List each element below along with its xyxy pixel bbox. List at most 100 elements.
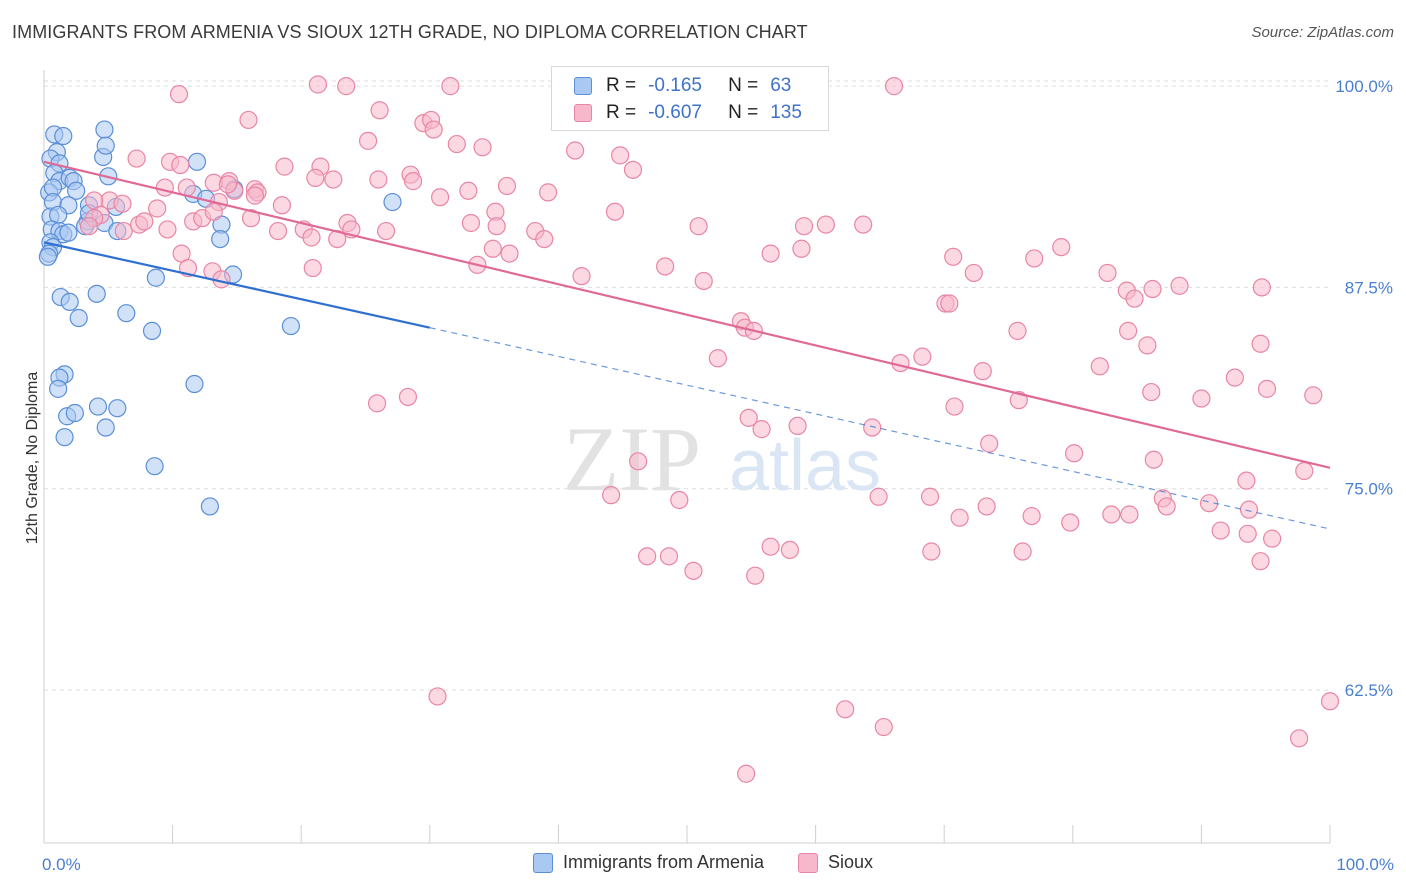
sioux-point [148,199,167,218]
sioux-point [1061,513,1080,532]
sioux-point [1064,444,1084,463]
y-tick-label: 75.0% [1345,480,1393,499]
sioux-point [638,547,657,566]
sioux-point [922,542,941,561]
armenia-point [69,308,88,328]
sioux-point [1211,521,1230,540]
sioux-point [1009,391,1028,410]
sioux-point [369,170,388,189]
sioux-point [836,700,855,719]
armenia-point [87,284,106,303]
sioux-point [869,487,888,506]
sioux-point [945,397,964,416]
sioux-point [1090,357,1109,376]
legend-n-label: N = [728,102,759,123]
armenia-point [117,304,136,323]
series-legend-swatch-armenia [532,852,553,873]
sioux-point [535,229,554,249]
sioux-point [1144,450,1163,469]
armenia-point [49,379,68,398]
legend-row-armenia: R = -0.165 N = 63 [574,73,791,99]
sioux-point [1125,289,1144,308]
sioux-point [398,387,418,407]
sioux-point [1013,542,1032,561]
sioux-point [761,244,780,263]
sioux-point [964,263,983,283]
y-tick-label: 100.0% [1335,77,1393,96]
sioux-point [204,202,223,221]
sioux-point [602,486,621,505]
sioux-point [689,217,708,236]
sioux-point [1120,505,1139,524]
series-legend-armenia: Immigrants from Armenia [532,852,764,873]
sioux-point [1237,471,1256,490]
source-label: Source: ZipAtlas.com [1251,24,1394,41]
sioux-point [684,561,703,580]
sioux-point [1098,263,1117,283]
sioux-point [1200,494,1219,513]
armenia-point [60,292,79,311]
sioux-point [430,188,450,207]
sioux-point [1102,505,1121,524]
armenia-point [67,181,86,200]
sioux-point [241,209,261,228]
sioux-point [473,138,492,157]
sioux-point [913,347,932,366]
sioux-point [863,418,882,437]
sioux-point [459,181,478,200]
sioux-point [1295,461,1314,481]
sioux-point [1320,692,1340,711]
sioux-point [428,687,447,706]
sioux-point [487,217,506,236]
legend-n-value: 63 [770,75,792,96]
armenia-point [65,403,84,423]
sioux-point [1239,500,1259,519]
armenia-point [108,399,127,418]
sioux-point [497,176,517,196]
sioux-point [79,217,99,236]
sioux-point [376,221,396,241]
sioux-point [367,394,387,413]
sioux-point [370,101,389,120]
sioux-point [1138,336,1157,355]
sioux-point [268,221,288,241]
sioux-point [245,186,265,205]
legend-r-value: -0.165 [648,75,702,96]
armenia-point [59,223,78,242]
legend-r-value: -0.607 [648,102,702,123]
sioux-point [1257,379,1277,398]
sioux-point [1170,276,1189,295]
sioux-point [659,547,679,566]
armenia-point [38,247,57,266]
sioux-point [403,172,423,191]
armenia-point [95,120,114,139]
sioux-point [980,434,999,453]
sioux-point [884,77,904,96]
sioux-trend-line [43,160,1331,469]
sioux-point [358,131,378,150]
stats-legend: R = -0.165 N = 63 R = -0.607 N = 135 [551,66,829,131]
sioux-point [308,75,328,94]
sioux-point [158,220,177,239]
armenia-point [96,136,115,155]
sioux-point [1008,321,1027,340]
y-tick-label: 62.5% [1345,681,1393,700]
sioux-point [155,178,174,197]
sioux-point [324,170,343,189]
armenia-point [146,268,165,287]
sioux-point [1118,321,1138,340]
sioux-point [1304,386,1323,405]
sioux-point [752,420,771,439]
sioux-point [746,566,765,585]
sioux-point [1238,524,1257,543]
armenia-trend-line [43,241,431,329]
legend-n-label: N = [728,75,759,96]
armenia-point [281,316,301,336]
sioux-point [566,141,585,160]
points-layer [38,75,1340,783]
sioux-point [694,271,713,291]
trend-lines-layer [43,160,1331,530]
legend-swatch-armenia [574,77,592,95]
sioux-point [114,221,133,241]
